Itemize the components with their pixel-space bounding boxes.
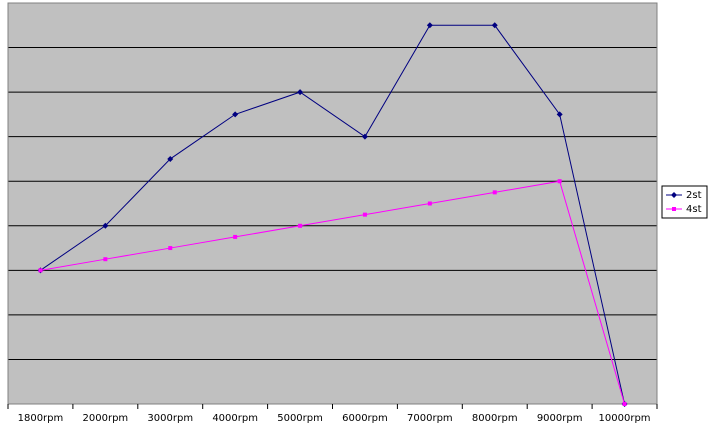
legend-label: 4st bbox=[686, 204, 702, 215]
data-point bbox=[556, 111, 563, 118]
x-tick-label: 10000rpm bbox=[599, 413, 651, 424]
series-line bbox=[40, 24, 626, 405]
x-tick-label: 5000rpm bbox=[277, 413, 323, 424]
x-tick-label: 6000rpm bbox=[342, 413, 388, 424]
data-point bbox=[102, 222, 109, 229]
data-point bbox=[671, 192, 677, 198]
x-tick-label: 4000rpm bbox=[212, 413, 258, 424]
data-point bbox=[168, 246, 173, 251]
data-point bbox=[492, 190, 497, 195]
data-point bbox=[38, 268, 43, 273]
data-point bbox=[672, 207, 676, 211]
legend-box bbox=[661, 185, 708, 219]
data-point bbox=[427, 201, 432, 206]
plot-area bbox=[8, 3, 657, 404]
series bbox=[38, 179, 627, 406]
x-tick-label: 9000rpm bbox=[537, 413, 583, 424]
data-point bbox=[362, 212, 367, 217]
data-point bbox=[167, 155, 174, 162]
data-point bbox=[491, 22, 498, 29]
x-tick-label: 8000rpm bbox=[472, 413, 518, 424]
x-tick-label: 3000rpm bbox=[147, 413, 193, 424]
legend-label: 2st bbox=[686, 190, 702, 201]
data-point bbox=[622, 402, 627, 406]
data-point bbox=[426, 22, 433, 29]
x-tick-label: 2000rpm bbox=[83, 413, 129, 424]
series-line bbox=[40, 180, 626, 405]
x-tick-label: 7000rpm bbox=[407, 413, 453, 424]
data-point bbox=[297, 89, 304, 96]
data-point bbox=[557, 179, 562, 184]
x-tick-label: 1800rpm bbox=[18, 413, 64, 424]
data-point bbox=[103, 257, 108, 262]
data-point bbox=[298, 223, 303, 228]
data-point bbox=[232, 111, 239, 118]
data-point bbox=[361, 133, 368, 140]
data-point bbox=[233, 234, 238, 239]
